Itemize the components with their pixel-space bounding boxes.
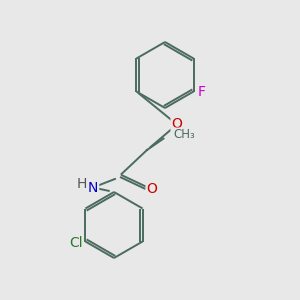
Text: N: N (88, 181, 98, 194)
Text: O: O (172, 118, 182, 131)
Text: Cl: Cl (69, 236, 82, 250)
Text: CH₃: CH₃ (173, 128, 195, 142)
Text: O: O (147, 182, 158, 196)
Text: F: F (198, 85, 206, 98)
Text: H: H (76, 178, 87, 191)
